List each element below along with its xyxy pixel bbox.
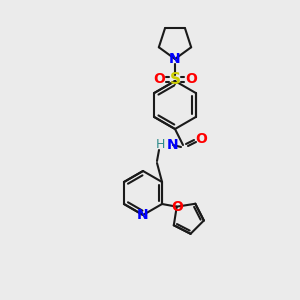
Text: H: H: [156, 139, 165, 152]
Text: S: S: [169, 71, 181, 86]
Text: O: O: [195, 132, 207, 146]
Text: O: O: [185, 72, 197, 86]
Text: N: N: [137, 208, 149, 222]
Text: O: O: [171, 200, 183, 214]
Text: N: N: [169, 52, 181, 66]
Text: O: O: [153, 72, 165, 86]
Text: N: N: [167, 138, 178, 152]
